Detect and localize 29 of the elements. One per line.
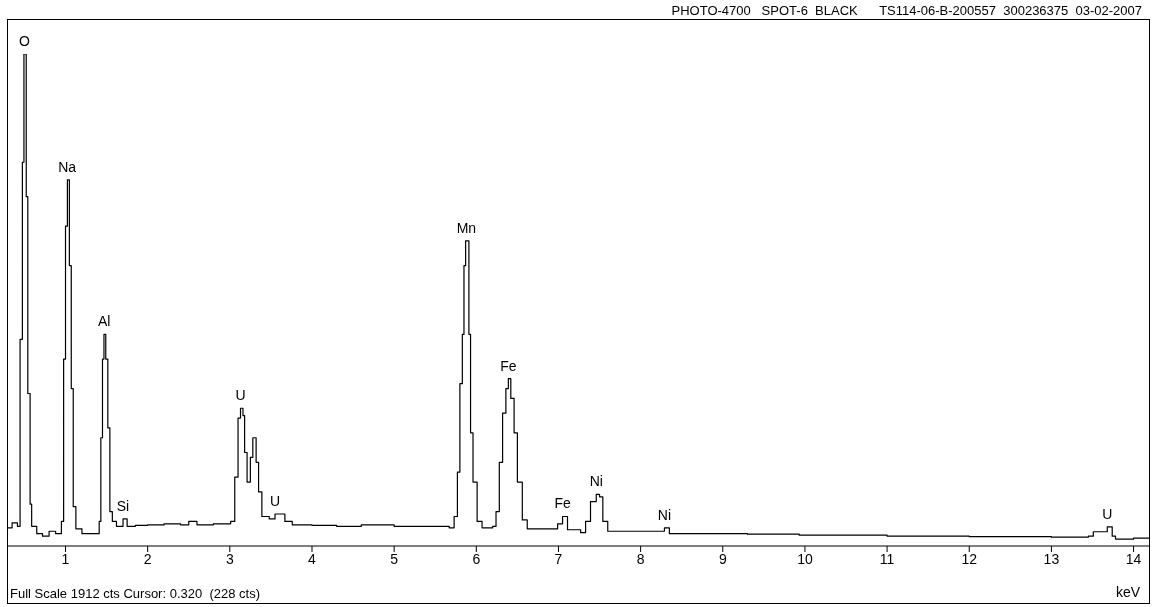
x-tick-label: 14: [1125, 550, 1142, 567]
text: Full Scale 1912 cts Cursor: 0.320 (228 cts): [10, 586, 261, 601]
annotation: Fe: [500, 357, 517, 374]
annotation: O: [18, 33, 30, 49]
x-tick-label: 11: [879, 550, 895, 567]
annotation: Si: [116, 497, 130, 514]
x-tick-label: 9: [718, 550, 727, 567]
x-tick-label: 4: [308, 550, 317, 567]
annotation: U: [269, 493, 281, 510]
x-tick-label: 2: [143, 550, 152, 567]
x-tick-label: 13: [1043, 550, 1060, 567]
x-tick-label: 3: [225, 550, 234, 567]
x-tick-label: 10: [797, 550, 813, 567]
x-tick-label: 7: [554, 550, 563, 567]
annotation: Ni: [657, 506, 672, 523]
x-tick-label: 1: [61, 550, 70, 567]
annotation: U: [1102, 505, 1113, 522]
x-tick-label: 8: [636, 550, 645, 567]
x-tick-label: 12: [961, 550, 978, 567]
x-tick-label: 5: [390, 550, 399, 567]
annotation: U: [235, 387, 246, 404]
x-tick-label: 6: [472, 550, 481, 567]
annotation: Fe: [554, 495, 571, 512]
chart-title: PHOTO-4700 SPOT-6 BLACK TS114-06-B-200557 300236375 03-02-2007: [671, 3, 1142, 18]
annotation: Ni: [589, 473, 603, 490]
annotation: Na: [58, 158, 77, 175]
x-axis-title: keV: [1115, 584, 1141, 600]
annotation: Mn: [456, 219, 477, 236]
annotation: Al: [97, 313, 111, 330]
